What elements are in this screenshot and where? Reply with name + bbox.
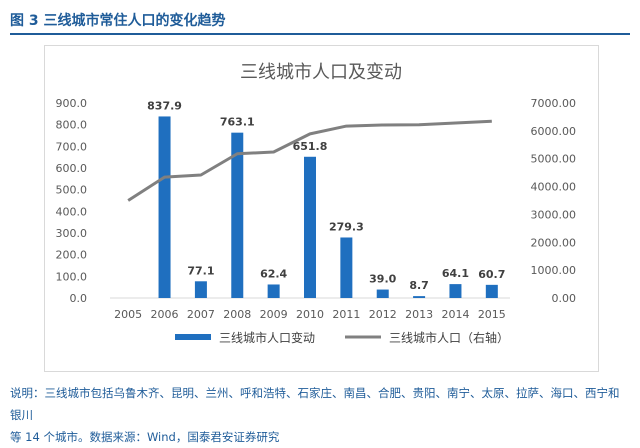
legend-line-label: 三线城市人口（右轴） [389,330,509,345]
bar-2015 [486,285,498,298]
bar-data-label: 279.3 [329,220,364,233]
title-divider [10,33,630,35]
bar-data-label: 8.7 [409,279,429,292]
x-tick-label: 2012 [369,308,397,321]
y-left-tick-label: 300.0 [56,227,88,240]
bar-data-label: 763.1 [220,116,255,129]
y-left-tick-label: 500.0 [56,184,88,197]
y-right-tick-label: 4000.00 [531,181,577,194]
chart-svg: 三线城市人口及变动 0.0 100.0 200.0 300.0 400.0 500.0 600… [45,46,598,371]
bar-2010 [304,157,316,298]
note-line-2: 等 14 个城市。数据来源：Wind，国泰君安证券研究 [10,426,630,448]
bar-data-label: 651.8 [293,140,328,153]
bar-2006 [159,116,171,298]
x-tick-label: 2011 [332,308,360,321]
bar-2012 [377,290,389,298]
y-right-tick-label: 5000.00 [531,153,577,166]
y-left-tick-label: 0.0 [70,292,88,305]
figure-note: 说明：三线城市包括乌鲁木齐、昆明、兰州、呼和浩特、石家庄、南昌、合肥、贵阳、南宁… [10,382,630,448]
bar-2014 [449,284,461,298]
y-left-tick-label: 700.0 [56,140,88,153]
bar-data-label: 39.0 [369,273,396,286]
x-tick-label: 2013 [405,308,433,321]
bar-data-label: 60.7 [478,268,505,281]
bar-2013 [413,296,425,298]
chart-title: 三线城市人口及变动 [240,62,402,83]
legend-bar-swatch [175,334,211,340]
y-right-tick-label: 1000.00 [531,264,577,277]
bar-data-label: 64.1 [442,267,469,280]
y-right-tick-label: 2000.00 [531,236,577,249]
x-tick-label: 2015 [478,308,506,321]
y-left-tick-label: 600.0 [56,162,88,175]
bar-2007 [195,281,207,298]
x-tick-label: 2014 [441,308,469,321]
x-tick-label: 2010 [296,308,324,321]
y-right-tick-label: 7000.00 [531,97,577,110]
x-tick-label: 2006 [151,308,179,321]
y-left-tick-label: 100.0 [56,270,88,283]
y-right-tick-label: 6000.00 [531,125,577,138]
y-left-tick-label: 200.0 [56,249,88,262]
bar-data-label: 62.4 [260,267,287,280]
bar-2009 [268,284,280,298]
note-line-1: 说明：三线城市包括乌鲁木齐、昆明、兰州、呼和浩特、石家庄、南昌、合肥、贵阳、南宁… [10,382,630,426]
y-right-tick-label: 3000.00 [531,208,577,221]
x-tick-label: 2009 [260,308,288,321]
chart-container: 三线城市人口及变动 0.0 100.0 200.0 300.0 400.0 500.0 600… [44,45,599,372]
bar-data-label: 837.9 [147,99,182,112]
legend-bar-label: 三线城市人口变动 [219,330,315,345]
x-tick-label: 2008 [223,308,251,321]
y-left-tick-label: 900.0 [56,97,88,110]
bar-2011 [340,237,352,298]
y-right-tick-label: 0.00 [552,292,577,305]
y-left-tick-label: 800.0 [56,119,88,132]
y-left-tick-label: 400.0 [56,205,88,218]
bar-data-label: 77.1 [187,264,214,277]
figure-title: 图 3 三线城市常住人口的变化趋势 [10,10,226,30]
x-tick-label: 2005 [114,308,142,321]
x-tick-label: 2007 [187,308,215,321]
